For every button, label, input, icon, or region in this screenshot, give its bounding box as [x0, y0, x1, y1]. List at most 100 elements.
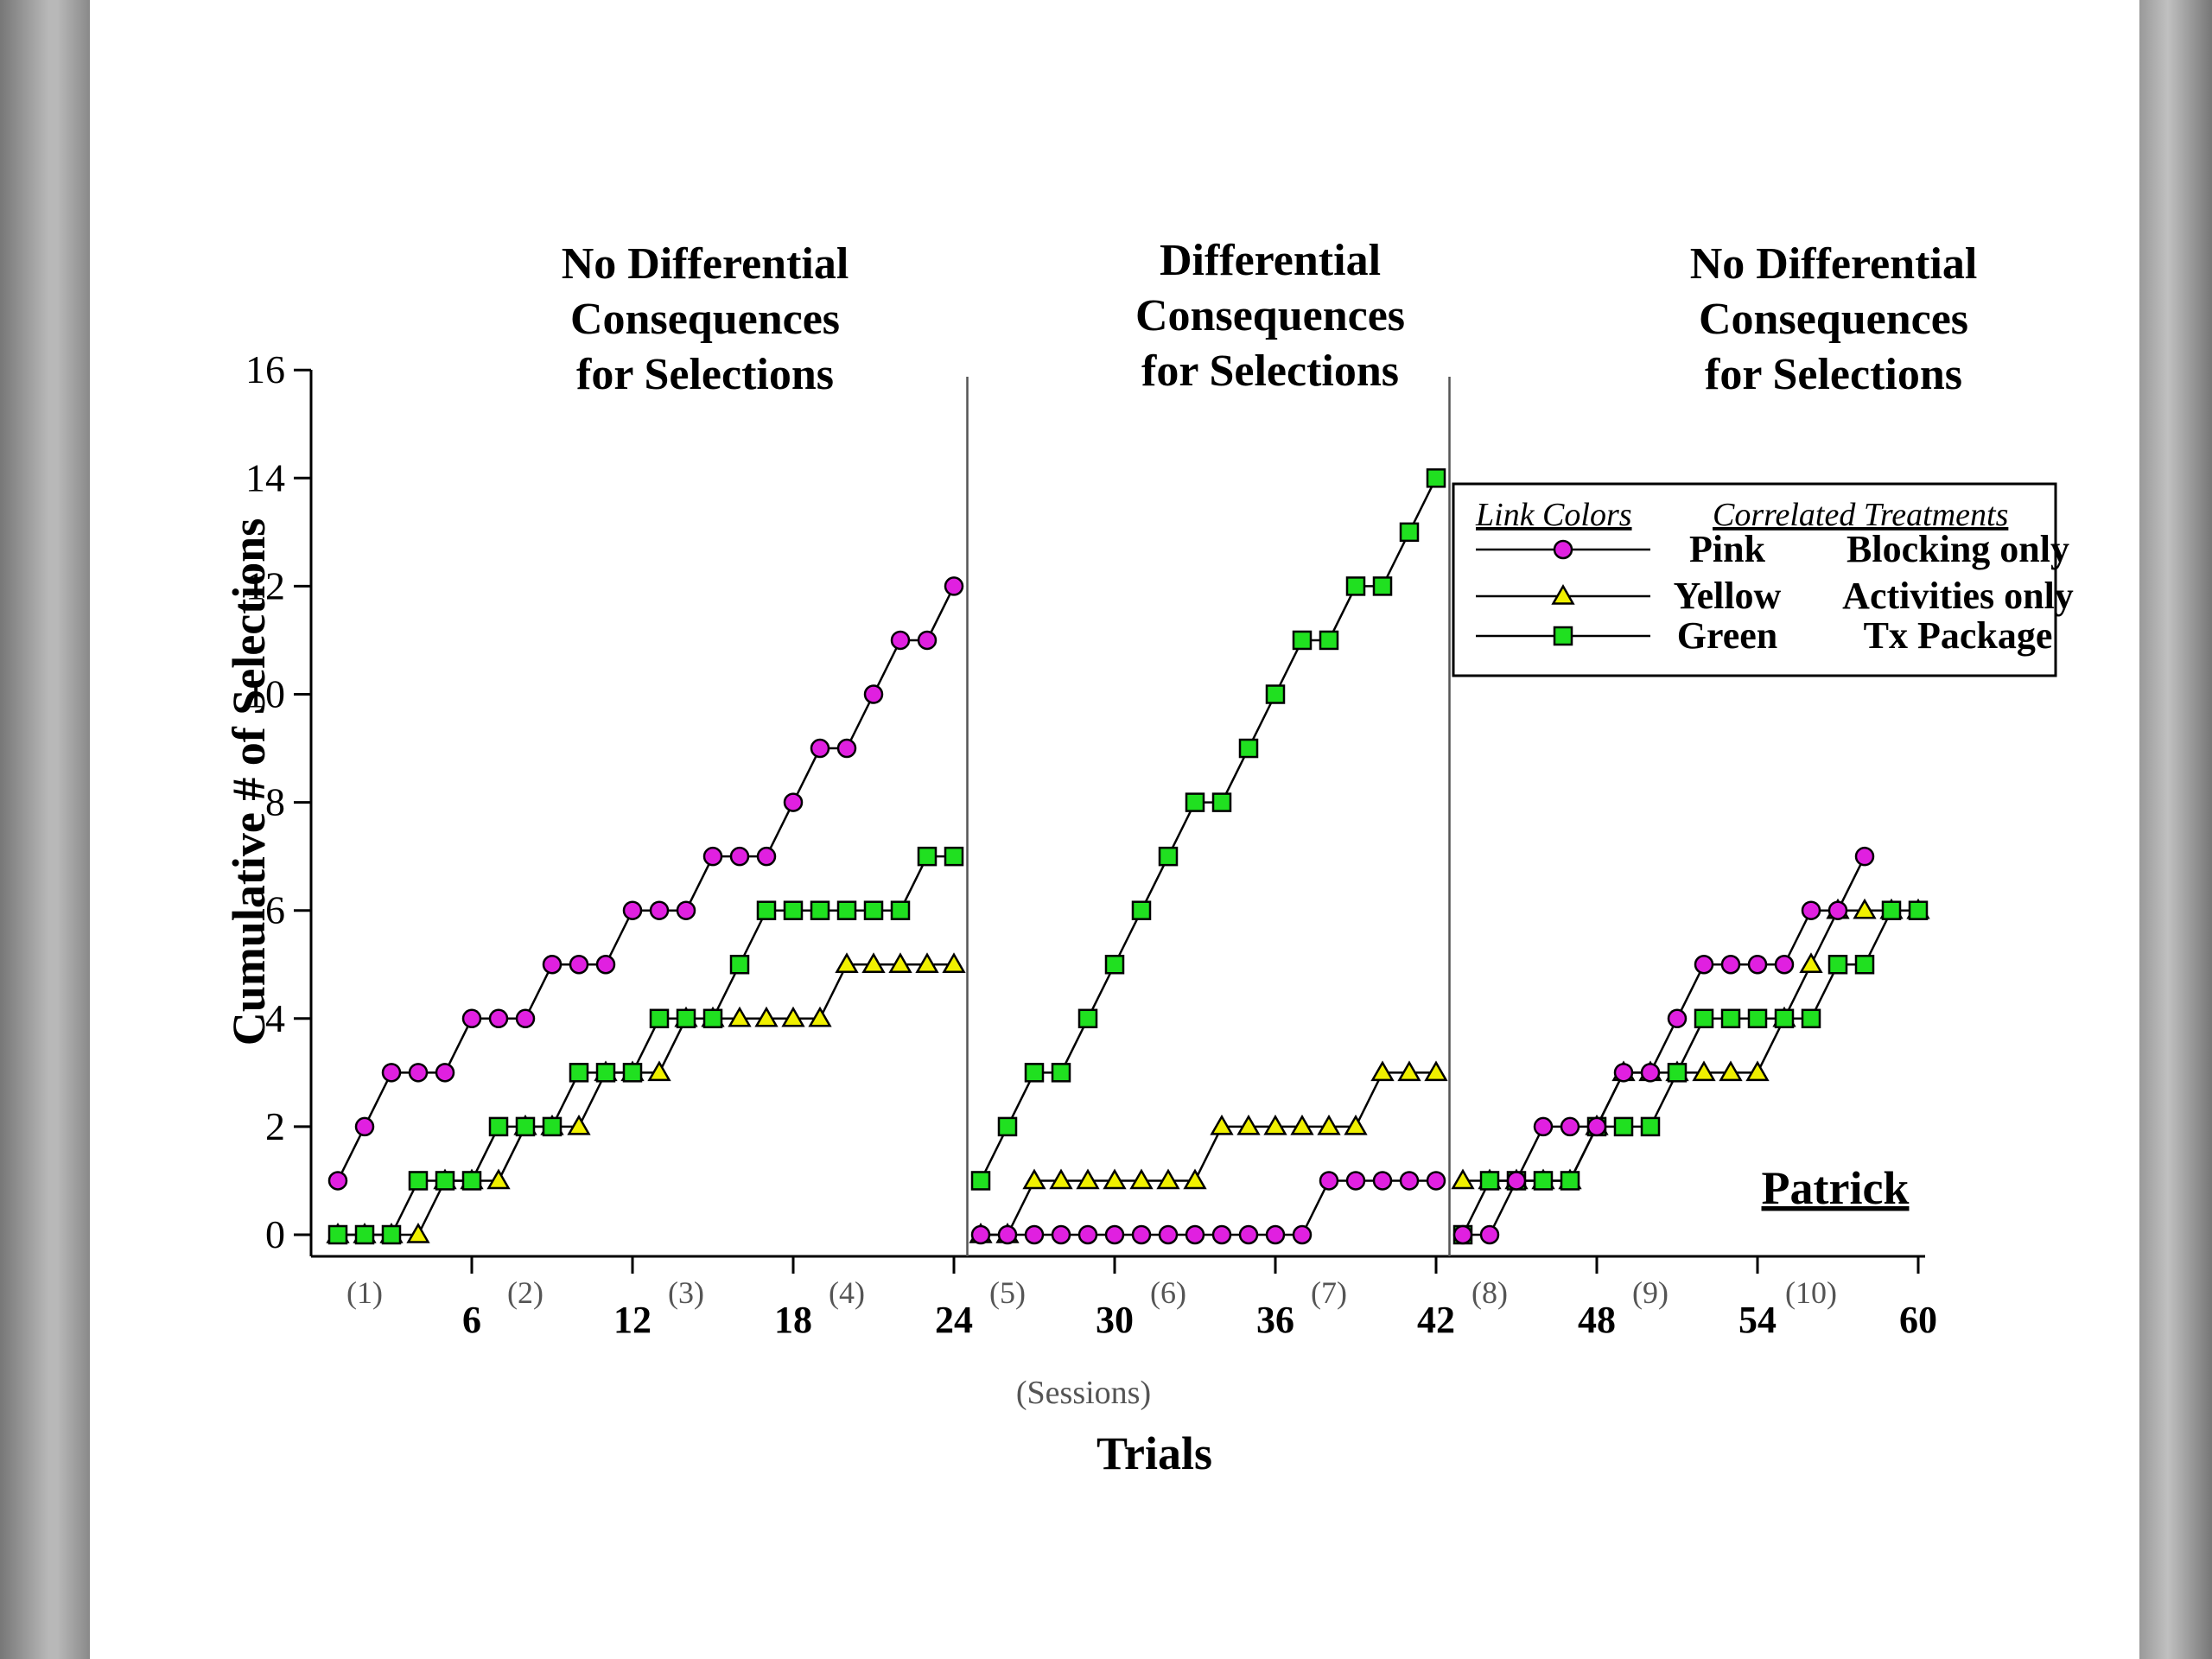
series-line-pink	[336, 585, 956, 1182]
y-tick-label: 2	[265, 1104, 285, 1148]
data-point-pink	[1372, 1171, 1393, 1191]
data-point-pink	[836, 738, 857, 759]
legend-marker-pink	[1553, 539, 1573, 560]
data-point-pink	[488, 1008, 509, 1029]
data-series	[326, 468, 1930, 1245]
data-point-yellow	[861, 952, 886, 973]
data-point-green	[863, 900, 884, 920]
phase-title-line: Consequences	[1699, 295, 1968, 344]
data-point-pink	[702, 846, 723, 867]
data-point-yellow	[1049, 1168, 1073, 1190]
x-tick-label: 60	[1899, 1299, 1937, 1341]
data-point-green	[1211, 792, 1232, 812]
legend-series-name: Pink	[1689, 528, 1766, 570]
data-point-pink	[890, 630, 911, 651]
session-label: (6)	[1150, 1275, 1186, 1310]
data-point-yellow	[1424, 1060, 1448, 1082]
y-tick-label: 6	[265, 888, 285, 932]
data-point-green	[970, 1171, 991, 1191]
series-line-pink	[1463, 855, 1866, 1236]
data-point-pink	[1479, 1224, 1500, 1245]
legend-treatment: Activities only	[1842, 575, 2074, 617]
data-point-green	[461, 1171, 482, 1191]
legend-treatment: Blocking only	[1847, 528, 2069, 570]
data-point-green	[1185, 792, 1205, 812]
data-point-green	[435, 1171, 455, 1191]
series-line-yellow	[338, 963, 954, 1236]
data-point-pink	[1399, 1171, 1420, 1191]
x-tick-label: 24	[935, 1299, 973, 1341]
y-ticks: 0 2 4 6 8 10 12 14 16	[245, 347, 311, 1256]
data-point-pink	[1426, 1171, 1446, 1191]
data-point-yellow	[728, 1006, 752, 1027]
data-point-pink	[1238, 1224, 1259, 1245]
data-point-yellow	[915, 952, 939, 973]
data-point-green	[1774, 1008, 1795, 1029]
data-point-yellow	[406, 1222, 430, 1243]
data-point-pink	[1586, 1116, 1607, 1137]
data-point-pink	[783, 792, 804, 812]
data-point-green	[1560, 1171, 1580, 1191]
data-point-green	[756, 900, 777, 920]
data-point-pink	[515, 1008, 536, 1029]
data-point-yellow	[1236, 1114, 1261, 1135]
phase-title-line: No Differential	[1690, 239, 1978, 289]
data-point-green	[702, 1008, 723, 1029]
data-point-pink	[1185, 1224, 1205, 1245]
y-tick-label: 0	[265, 1212, 285, 1256]
y-tick-label: 4	[265, 996, 285, 1040]
x-tick-label: 6	[462, 1299, 481, 1341]
data-point-green	[1024, 1063, 1045, 1083]
data-point-pink	[1265, 1224, 1286, 1245]
data-point-pink	[622, 900, 643, 920]
series-line-green	[979, 477, 1438, 1182]
data-point-green	[1854, 955, 1875, 975]
data-point-green	[488, 1116, 509, 1137]
data-point-yellow	[888, 952, 912, 973]
data-point-green	[649, 1008, 670, 1029]
data-point-green	[1399, 522, 1420, 543]
slide: No Differential Consequences for Selection…	[90, 0, 2139, 1659]
data-point-green	[569, 1063, 589, 1083]
data-point-yellow	[567, 1114, 591, 1135]
x-tick-label: 18	[774, 1299, 812, 1341]
legend-header-left: Link Colors	[1475, 497, 1632, 533]
x-tick-label: 30	[1096, 1299, 1134, 1341]
data-point-yellow	[1183, 1168, 1207, 1190]
data-point-yellow	[1344, 1114, 1368, 1135]
data-point-pink	[1801, 900, 1821, 920]
legend-marker-green	[1553, 626, 1573, 646]
data-point-yellow	[1263, 1114, 1287, 1135]
data-point-pink	[461, 1008, 482, 1029]
x-tick-label: 54	[1738, 1299, 1777, 1341]
data-point-yellow	[1103, 1168, 1127, 1190]
data-point-pink	[863, 684, 884, 704]
data-point-yellow	[1719, 1060, 1743, 1082]
y-tick-label: 8	[265, 780, 285, 824]
data-point-yellow	[754, 1006, 779, 1027]
phase-titles: No Differential Consequences for Selection…	[562, 236, 1978, 399]
data-point-green	[1720, 1008, 1741, 1029]
data-point-pink	[997, 1224, 1018, 1245]
session-label: (3)	[668, 1275, 704, 1310]
phase-title-line: Differential	[1160, 236, 1381, 285]
series-yellow	[326, 898, 1930, 1243]
data-point-yellow	[1853, 898, 1877, 919]
session-label: (8)	[1471, 1275, 1508, 1310]
data-point-green	[1372, 576, 1393, 596]
data-point-green	[1051, 1063, 1071, 1083]
data-point-yellow	[1317, 1114, 1341, 1135]
data-point-green	[1158, 846, 1179, 867]
y-tick-label: 12	[245, 563, 285, 607]
data-point-pink	[944, 576, 964, 596]
legend-entries: Pink Blocking only Yellow Activities only Gr…	[1476, 528, 2074, 657]
data-point-pink	[1640, 1063, 1661, 1083]
legend-marker-yellow	[1551, 583, 1575, 605]
data-point-green	[1533, 1171, 1554, 1191]
y-tick-label: 10	[245, 672, 285, 716]
data-point-pink	[1827, 900, 1848, 920]
data-point-green	[783, 900, 804, 920]
data-point-green	[1265, 684, 1286, 704]
data-point-pink	[1292, 1224, 1313, 1245]
data-point-pink	[1774, 955, 1795, 975]
